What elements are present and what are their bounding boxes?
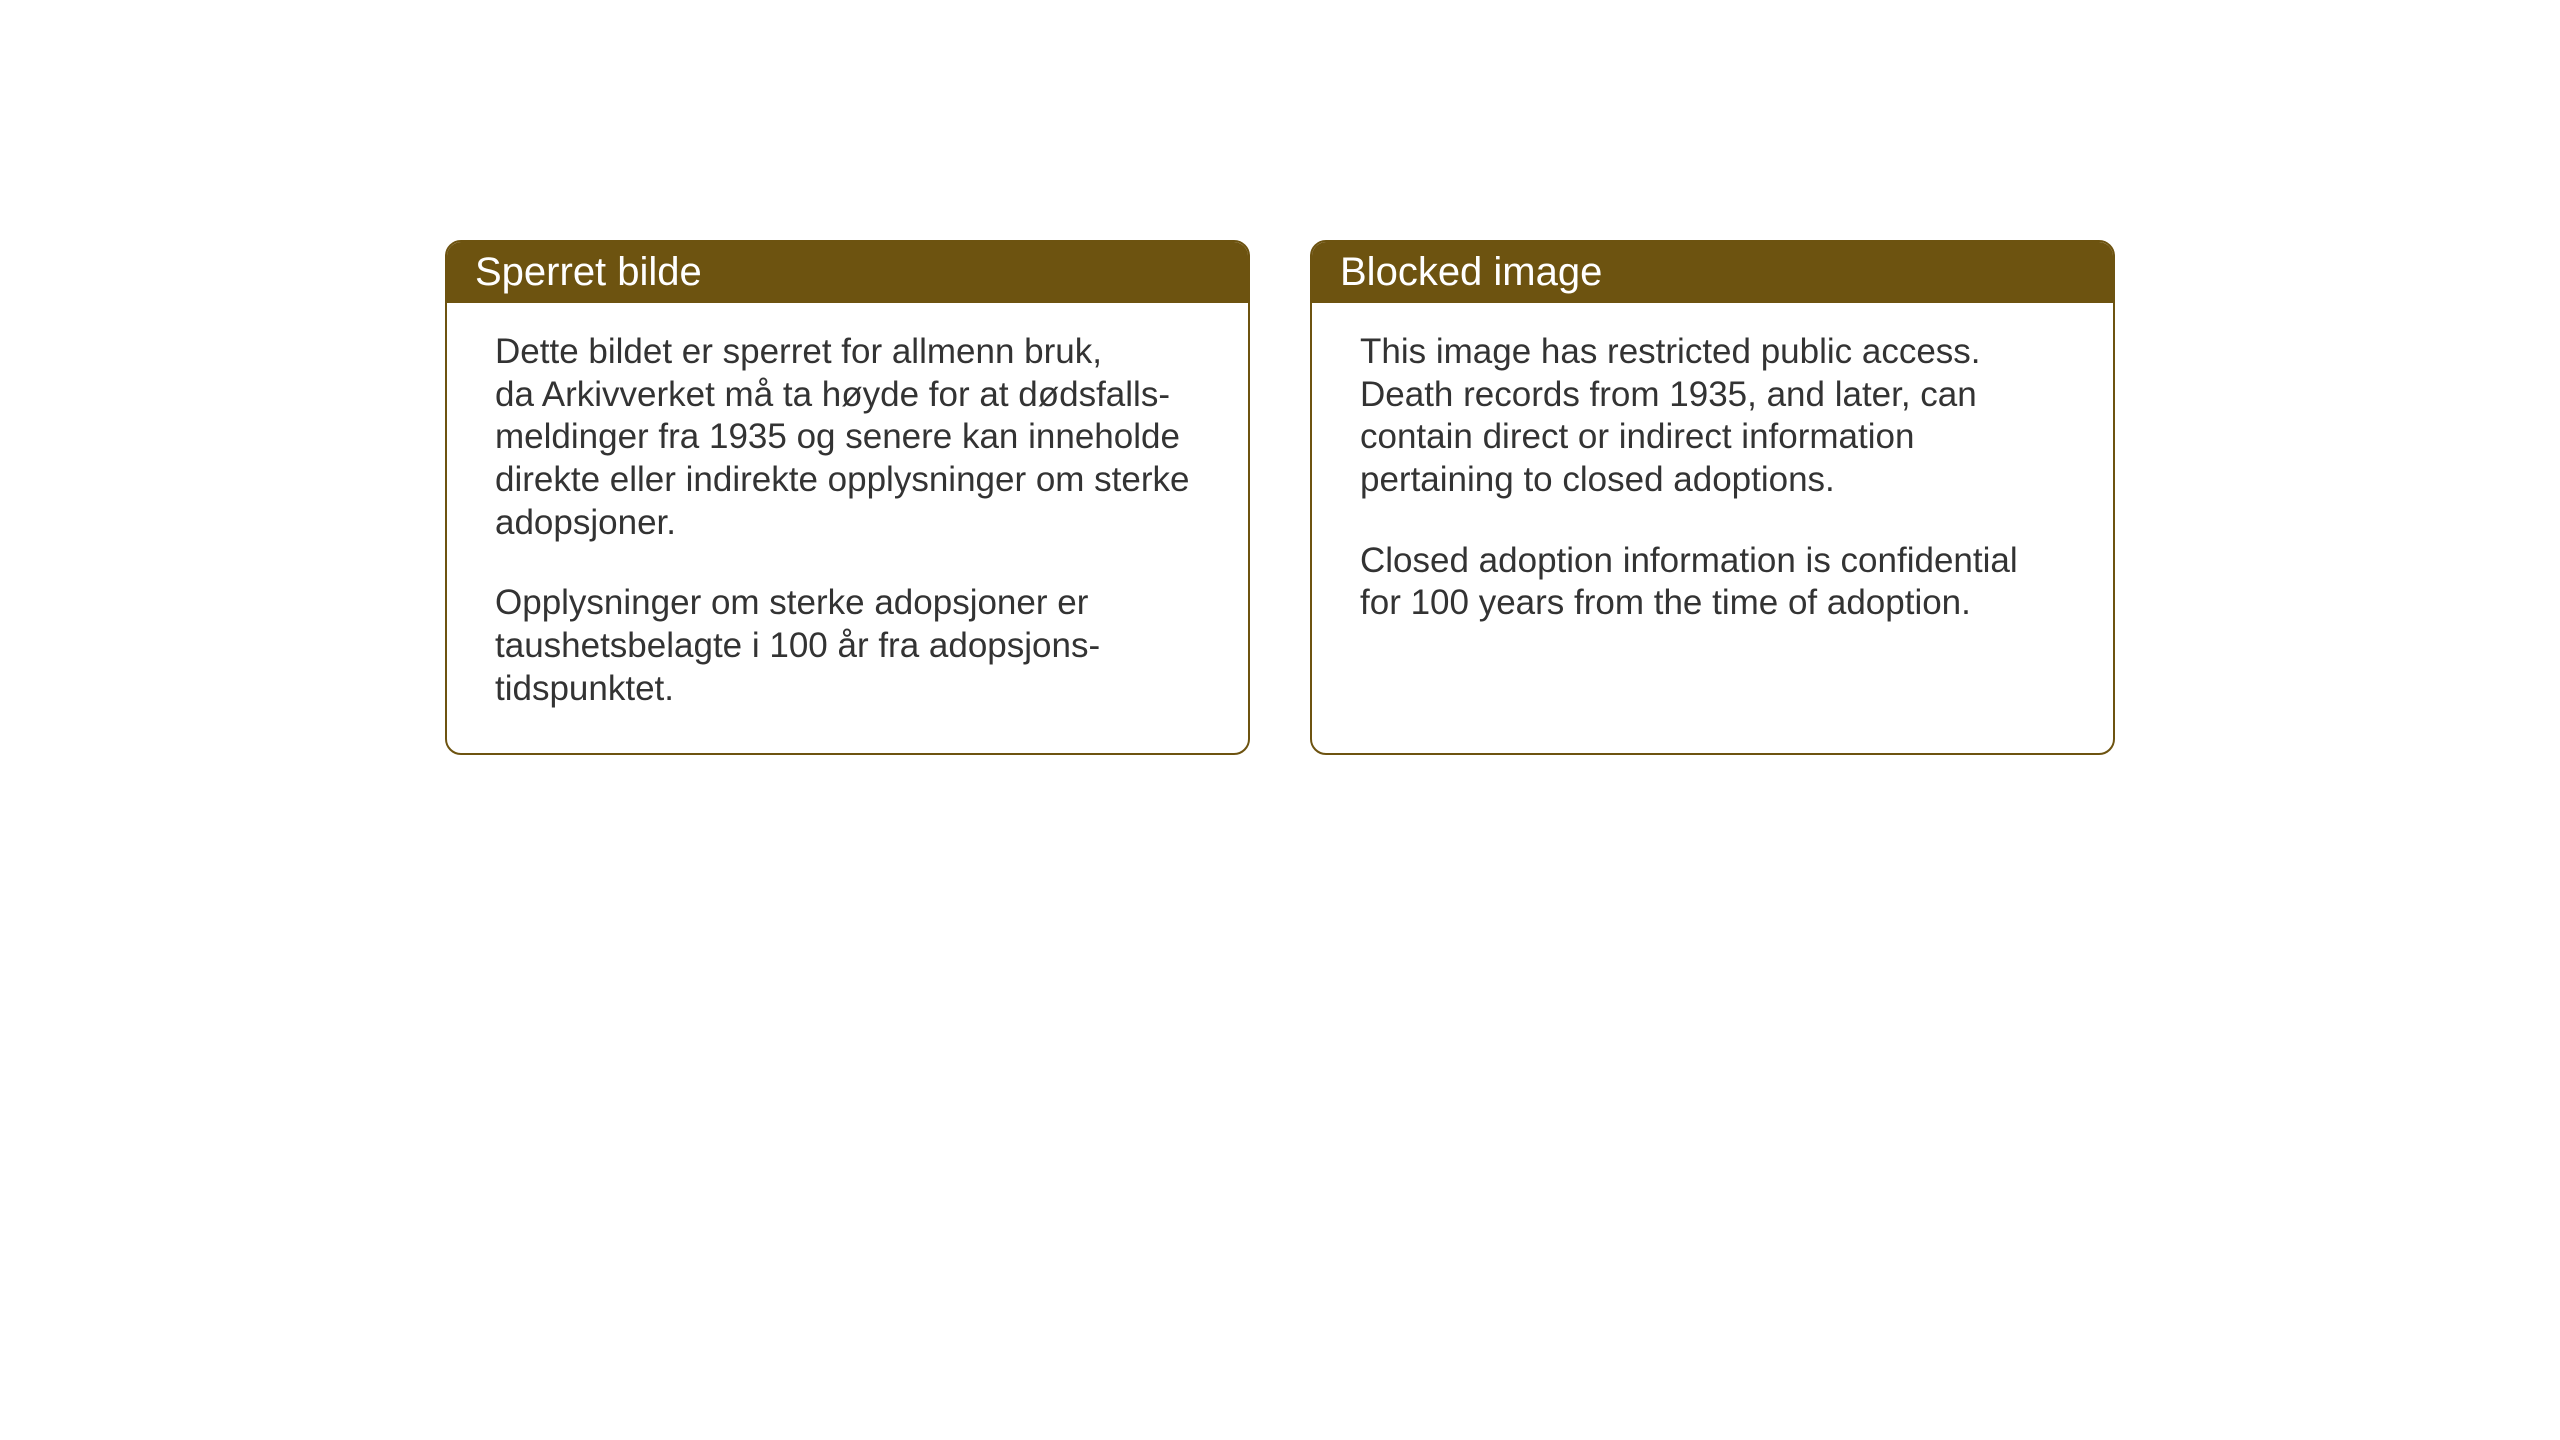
notice-container: Sperret bilde Dette bildet er sperret fo…	[445, 240, 2115, 755]
card-title: Sperret bilde	[475, 250, 702, 294]
card-header: Blocked image	[1312, 242, 2113, 303]
card-paragraph-1: Dette bildet er sperret for allmenn bruk…	[495, 331, 1200, 544]
card-paragraph-1: This image has restricted public access.…	[1360, 331, 2065, 502]
card-paragraph-2: Opplysninger om sterke adopsjoner er tau…	[495, 582, 1200, 710]
card-header: Sperret bilde	[447, 242, 1248, 303]
notice-card-english: Blocked image This image has restricted …	[1310, 240, 2115, 755]
card-paragraph-2: Closed adoption information is confident…	[1360, 540, 2065, 625]
card-body: This image has restricted public access.…	[1312, 303, 2113, 753]
card-body: Dette bildet er sperret for allmenn bruk…	[447, 303, 1248, 753]
notice-card-norwegian: Sperret bilde Dette bildet er sperret fo…	[445, 240, 1250, 755]
card-title: Blocked image	[1340, 250, 1602, 294]
